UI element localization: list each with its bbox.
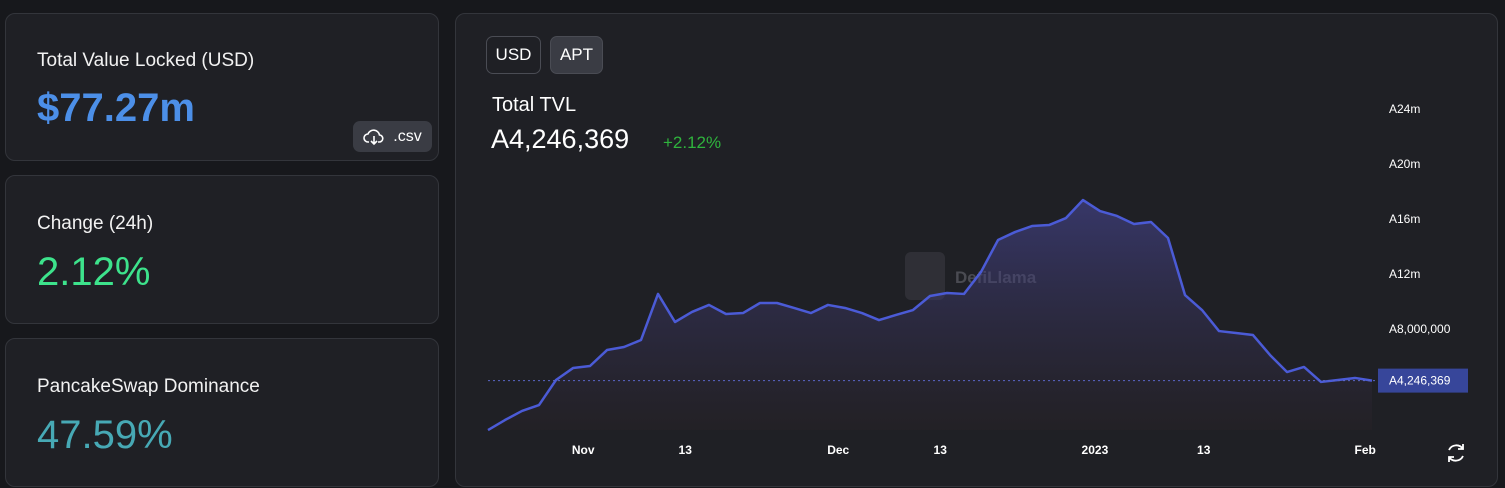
- x-tick-label: Nov: [572, 443, 595, 457]
- y-tick-label: A12m: [1389, 267, 1420, 281]
- watermark-logo: [905, 252, 945, 300]
- headline-change: +2.12%: [663, 133, 721, 152]
- x-tick-label: 13: [1197, 443, 1211, 457]
- current-value-box: [1378, 368, 1468, 393]
- stat-label: Change (24h): [37, 213, 154, 234]
- chart-title: Total TVL: [492, 94, 576, 116]
- stat-value: $77.27m: [37, 86, 195, 130]
- tvl-line: [487, 198, 1373, 432]
- y-tick-label: A20m: [1389, 157, 1420, 171]
- stat-value: 47.59%: [37, 413, 173, 457]
- csv-label: .csv: [393, 127, 422, 145]
- y-tick-label: A16m: [1389, 212, 1420, 226]
- download-icon: [363, 128, 384, 145]
- x-tick-label: 13: [934, 443, 948, 457]
- csv-button[interactable]: .csv: [353, 121, 432, 152]
- x-tick-label: Dec: [827, 443, 849, 457]
- usd-toggle[interactable]: USD: [486, 36, 541, 74]
- current-value-label: A4,246,369: [1389, 374, 1451, 388]
- stat-label: PancakeSwap Dominance: [37, 376, 260, 397]
- y-tick-label: A8,000,000: [1389, 322, 1451, 336]
- change-card: Change (24h) 2.12%: [5, 175, 439, 324]
- refresh-icon[interactable]: [1448, 444, 1464, 462]
- dominance-card: PancakeSwap Dominance 47.59%: [5, 338, 439, 487]
- area-fill: [488, 200, 1372, 431]
- x-tick-label: 13: [679, 443, 693, 457]
- x-tick-label: 2023: [1082, 443, 1109, 457]
- stat-value: 2.12%: [37, 250, 151, 294]
- stat-label: Total Value Locked (USD): [37, 50, 255, 71]
- x-tick-label: Feb: [1355, 443, 1376, 457]
- apt-toggle[interactable]: APT: [550, 36, 603, 74]
- y-tick-label: A24m: [1389, 102, 1420, 116]
- headline-value: A4,246,369: [491, 124, 629, 154]
- tvl-card: Total Value Locked (USD) $77.27m .csv: [5, 13, 439, 161]
